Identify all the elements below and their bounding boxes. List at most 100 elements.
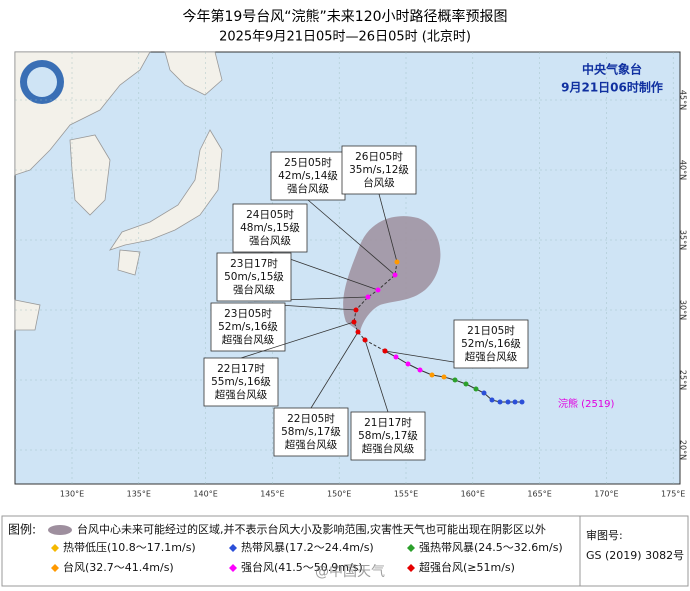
- track-point: [505, 399, 511, 405]
- callout-wind: 48m/s,15级: [240, 222, 300, 234]
- legend-category: 热带风暴(17.2～24.4m/s): [241, 541, 374, 554]
- callout-box: [216, 252, 292, 302]
- legend-marker: [51, 564, 59, 572]
- callout-wind: 55m/s,16级: [211, 376, 271, 388]
- callout-box: [203, 357, 279, 407]
- forecast-point: [382, 348, 388, 354]
- lon-label: 160°E: [461, 490, 485, 499]
- track-point: [497, 399, 503, 405]
- callout-level: 超强台风级: [285, 438, 338, 451]
- track-point: [481, 390, 487, 396]
- callout-line: [307, 199, 396, 276]
- lat-label: 35°N: [679, 230, 688, 250]
- approval-label: 审图号:: [586, 528, 623, 542]
- callout-box: [270, 151, 346, 201]
- track-point: [473, 386, 479, 392]
- callout-wind: 50m/s,15级: [224, 271, 284, 283]
- legend-cone: 台风中心未来可能经过的区域,并不表示台风大小及影响范围,灾害性天气也可能出现在阴…: [77, 522, 546, 536]
- track-point: [452, 377, 458, 383]
- legend-category: 强热带风暴(24.5～32.6m/s): [419, 541, 563, 554]
- callout-time: 25日05时: [284, 157, 332, 169]
- issued: 9月21日06时制作: [561, 80, 663, 95]
- forecast-point: [353, 307, 359, 313]
- callout-time: 24日05时: [246, 209, 294, 221]
- callout-line: [310, 331, 359, 409]
- cone-swatch: [48, 525, 72, 535]
- track-point: [393, 354, 399, 360]
- approval-number: GS (2019) 3082号: [586, 549, 684, 562]
- lat-label: 45°N: [679, 90, 688, 110]
- callout-box: [350, 411, 426, 461]
- track-point: [512, 399, 518, 405]
- forecast-point: [365, 294, 371, 300]
- subtitle: 2025年9月21日05时—26日05时 (北京时): [219, 30, 471, 45]
- lon-label: 165°E: [527, 490, 551, 499]
- callout-box: [453, 319, 529, 369]
- callout-time: 21日05时: [467, 325, 515, 337]
- legend-marker: [51, 544, 59, 552]
- probability-cone: [343, 216, 441, 332]
- callout-level: 超强台风级: [465, 350, 518, 363]
- lat-label: 30°N: [679, 300, 688, 320]
- callout-wind: 52m/s,16级: [218, 321, 278, 333]
- track-point: [489, 397, 495, 403]
- callout-time: 23日05时: [224, 308, 272, 320]
- lon-label: 130°E: [60, 490, 84, 499]
- forecast-point: [394, 259, 400, 265]
- callout-time: 23日17时: [230, 258, 278, 270]
- lon-label: 155°E: [394, 490, 418, 499]
- track-point: [429, 372, 435, 378]
- track-point: [405, 361, 411, 367]
- watermark: @中国天气: [315, 564, 385, 580]
- logo-inner: [27, 67, 57, 97]
- callout-box: [232, 203, 308, 253]
- callout-wind: 42m/s,14级: [278, 170, 338, 182]
- track-point: [519, 399, 525, 405]
- forecast-point: [392, 272, 398, 278]
- callout-box: [273, 407, 349, 457]
- callout-level: 强台风级: [287, 182, 329, 195]
- callout-level: 台风级: [363, 176, 395, 189]
- callout-line: [240, 321, 355, 359]
- legend-marker: [229, 544, 237, 552]
- legend-marker: [407, 544, 415, 552]
- storm-label: 浣熊 (2519): [558, 397, 615, 410]
- legend-box: [1, 515, 689, 587]
- legend-marker: [407, 564, 415, 572]
- legend-marker: [229, 564, 237, 572]
- lat-label: 20°N: [679, 440, 688, 460]
- lon-label: 135°E: [127, 490, 151, 499]
- lon-label: 145°E: [260, 490, 284, 499]
- callout-level: 超强台风级: [362, 442, 415, 455]
- lon-label: 140°E: [193, 490, 217, 499]
- lon-label: 175°E: [661, 490, 685, 499]
- callout-time: 21日17时: [364, 417, 412, 429]
- callout-line: [364, 339, 389, 413]
- lat-label: 25°N: [679, 370, 688, 390]
- legend-category: 热带低压(10.8～17.1m/s): [63, 541, 196, 554]
- lat-label: 40°N: [679, 160, 688, 180]
- legend-category: 超强台风(≥51m/s): [419, 560, 515, 574]
- callout-line: [378, 193, 398, 263]
- callout-time: 22日05时: [287, 413, 335, 425]
- track-point: [441, 374, 447, 380]
- callout-wind: 35m/s,12级: [349, 164, 409, 176]
- forecast-point: [375, 287, 381, 293]
- forecast-point: [351, 319, 357, 325]
- callout-wind: 52m/s,16级: [461, 338, 521, 350]
- callout-box: [210, 302, 286, 352]
- callout-level: 超强台风级: [215, 388, 268, 401]
- legend-category: 强台风(41.5～50.9m/s): [241, 560, 363, 574]
- legend-category: 台风(32.7～41.4m/s): [63, 560, 174, 574]
- track-point: [417, 367, 423, 373]
- track-point: [463, 381, 469, 387]
- callout-time: 26日05时: [355, 151, 403, 163]
- callout-time: 22日17时: [217, 363, 265, 375]
- callout-level: 超强台风级: [222, 333, 275, 346]
- legend-heading: 图例:: [8, 523, 36, 537]
- agency: 中央气象台: [582, 62, 642, 77]
- title: 今年第19号台风“浣熊”未来120小时路径概率预报图: [182, 8, 507, 25]
- callout-level: 强台风级: [233, 283, 275, 296]
- lon-label: 150°E: [327, 490, 351, 499]
